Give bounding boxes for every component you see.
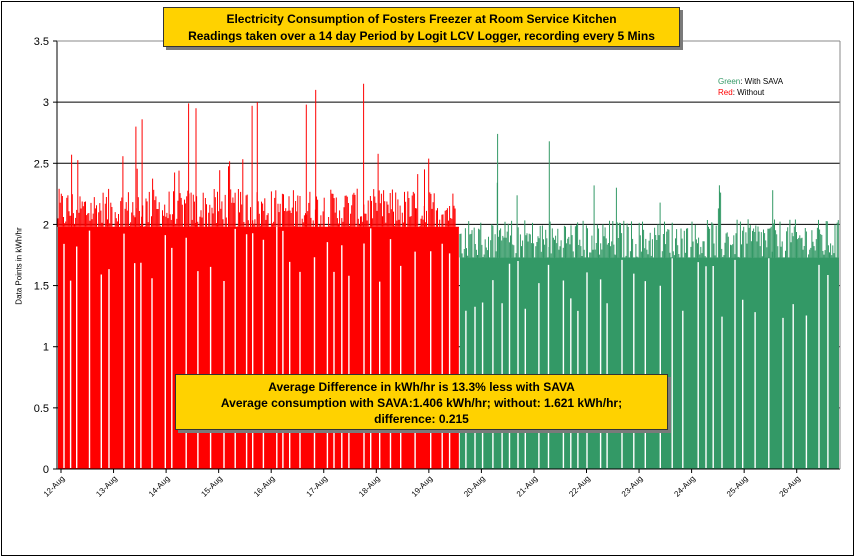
y-tick-label: 2.5 <box>34 158 49 170</box>
legend-entry-green: Green: With SAVA <box>718 76 783 87</box>
x-tick-label: 26-Aug <box>778 474 803 499</box>
y-tick-label: 1.5 <box>34 281 49 293</box>
annotation-box: Average Difference in kWh/hr is 13.3% le… <box>175 374 668 430</box>
series-base-1 <box>459 257 839 469</box>
series-without <box>57 83 459 469</box>
chart-title-box: Electricity Consumption of Fosters Freez… <box>163 7 680 47</box>
y-tick-label: 0.5 <box>34 403 49 415</box>
x-tick-label: 24-Aug <box>672 474 697 499</box>
y-tick-label: 2 <box>43 219 49 231</box>
legend-red-text: : Without <box>732 88 765 97</box>
x-tick-label: 21-Aug <box>515 474 540 499</box>
legend-red-word: Red <box>718 88 733 97</box>
x-tick-label: 20-Aug <box>462 474 487 499</box>
x-tick-label: 14-Aug <box>147 474 172 499</box>
x-tick-label: 13-Aug <box>94 474 119 499</box>
y-axis-label: Data Points in kWh/hr <box>14 227 24 305</box>
chart-title: Electricity Consumption of Fosters Freez… <box>226 12 617 26</box>
x-tick-label: 22-Aug <box>567 474 592 499</box>
y-tick-labels: 0 0.5 1 1.5 2 2.5 3 3.5 <box>34 36 57 476</box>
x-tick-label: 25-Aug <box>725 474 750 499</box>
x-tick-label: 19-Aug <box>410 474 435 499</box>
series-base-0 <box>58 226 459 469</box>
x-tick-label: 18-Aug <box>357 474 382 499</box>
legend-entry-red: Red: Without <box>718 87 783 98</box>
y-tick-label: 1 <box>43 342 49 354</box>
x-tick-labels: 12-Aug 13-Aug 14-Aug 15-Aug 16-Aug 17-Aug 18-A… <box>42 469 802 499</box>
y-tick-label: 3 <box>43 97 49 109</box>
annotation-line-1: Average Difference in kWh/hr is 13.3% le… <box>268 380 575 394</box>
bars-group <box>57 83 839 469</box>
legend-green-word: Green <box>718 77 741 86</box>
y-tick-label: 0 <box>43 464 49 476</box>
annotation-line-3: difference: 0.215 <box>374 412 469 426</box>
x-tick-label: 12-Aug <box>42 474 67 499</box>
legend: Green: With SAVA Red: Without <box>718 76 783 98</box>
x-tick-label: 16-Aug <box>252 474 277 499</box>
legend-green-text: : With SAVA <box>740 77 784 86</box>
series-with-sava <box>459 133 839 469</box>
annotation-line-2: Average consumption with SAVA:1.406 kWh/… <box>220 396 623 410</box>
chart-subtitle: Readings taken over a 14 day Period by L… <box>188 29 655 43</box>
x-tick-label: 17-Aug <box>305 474 330 499</box>
x-tick-label: 15-Aug <box>199 474 224 499</box>
x-tick-label: 23-Aug <box>620 474 645 499</box>
y-tick-label: 3.5 <box>34 36 49 48</box>
